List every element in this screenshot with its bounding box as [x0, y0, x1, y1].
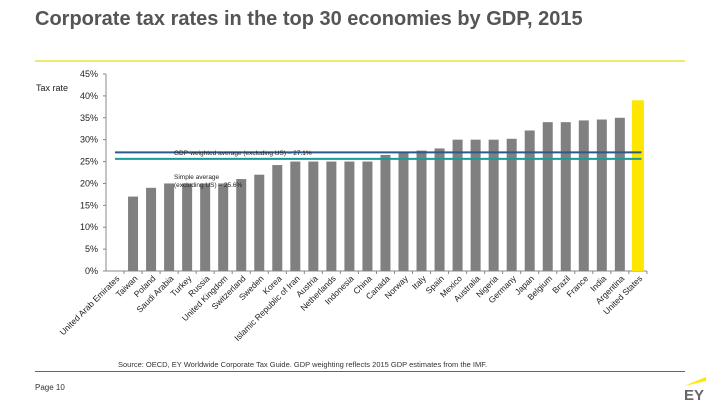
- bar: [542, 122, 553, 272]
- y-tick-label: 25%: [80, 157, 98, 167]
- bar: [470, 139, 481, 271]
- bar: [416, 150, 427, 271]
- gdp-average-label: GDP-weighted average (excluding US) – 27…: [174, 150, 312, 157]
- bar: [434, 148, 445, 271]
- bar: [452, 139, 463, 271]
- bar: [614, 117, 625, 272]
- y-tick-label: 15%: [80, 200, 98, 210]
- ey-logo: EY: [684, 377, 706, 402]
- title-divider: [35, 60, 685, 62]
- y-tick-label: 5%: [85, 244, 98, 254]
- y-tick-label: 0%: [85, 266, 98, 276]
- highlight-bar: [631, 100, 644, 272]
- y-tick-label: 40%: [80, 91, 98, 101]
- bar: [200, 183, 211, 271]
- bar: [398, 152, 409, 271]
- y-tick-label: 10%: [80, 222, 98, 232]
- footer-divider: [35, 371, 685, 372]
- bar: [326, 161, 337, 271]
- bar: [272, 165, 283, 271]
- bar: [146, 187, 157, 271]
- bar: [236, 179, 247, 271]
- y-tick-label: 20%: [80, 178, 98, 188]
- bar: [596, 119, 607, 271]
- bar: [506, 138, 517, 271]
- bar: [218, 183, 229, 271]
- bar: [164, 183, 175, 271]
- bar-chart: Tax rate 0% 5% 10% 15% 20% 25% 30% 35% 40% 45% Un…: [36, 69, 648, 343]
- bar: [308, 161, 319, 271]
- svg-text:EY: EY: [684, 387, 704, 402]
- bar: [380, 154, 391, 271]
- page-number: Page 10: [35, 383, 65, 392]
- simple-average-label-line1: Simple average: [174, 174, 220, 181]
- y-axis-label: Tax rate: [36, 83, 68, 93]
- bar: [578, 120, 589, 271]
- y-tick-label: 45%: [80, 69, 98, 79]
- bar: [362, 161, 373, 271]
- bar: [290, 161, 301, 271]
- x-tick-label: United Arab Emirates: [58, 273, 122, 337]
- source-note: Source: OECD, EY Worldwide Corporate Tax…: [118, 360, 488, 369]
- bar: [344, 161, 355, 271]
- simple-average-label-line2: (excluding US) – 25.6%: [174, 182, 243, 189]
- bar: [488, 139, 499, 271]
- bar: [182, 183, 193, 271]
- y-tick-label: 35%: [80, 113, 98, 123]
- bar: [254, 174, 265, 271]
- page-title: Corporate tax rates in the top 30 econom…: [35, 8, 583, 30]
- bar: [524, 130, 535, 271]
- bar: [128, 196, 139, 271]
- y-tick-label: 30%: [80, 135, 98, 145]
- bar: [560, 122, 571, 272]
